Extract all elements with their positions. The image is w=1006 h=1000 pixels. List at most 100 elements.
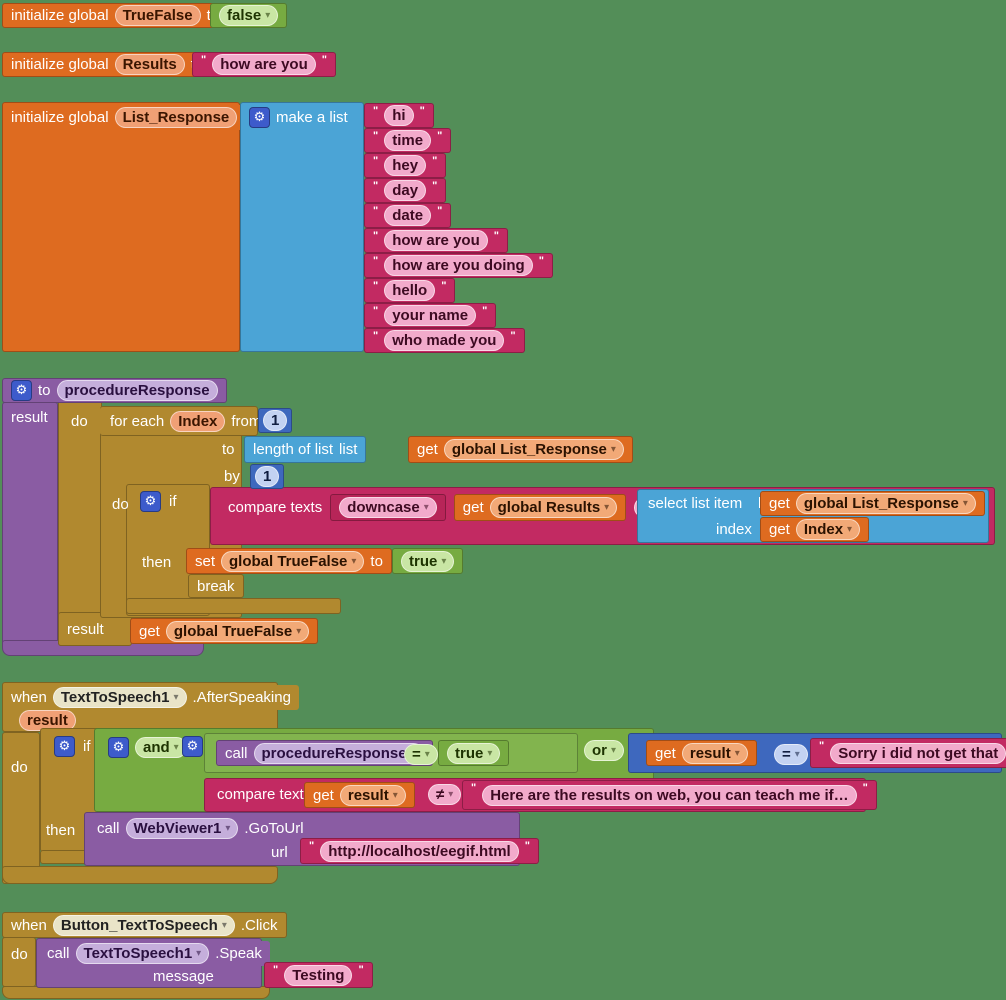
mutator-gear-icon[interactable]: ⚙ — [249, 107, 270, 128]
equals-dropdown[interactable]: =▾ — [404, 744, 438, 765]
compare-texts-row: compare texts downcase ▾ get global Result… — [220, 494, 676, 521]
get-label: get — [417, 441, 438, 458]
true-dropdown[interactable]: true ▾ — [447, 742, 501, 764]
text-field[interactable]: hey — [384, 155, 427, 176]
var-dropdown[interactable]: global List_Response ▾ — [795, 493, 976, 514]
list-item-text-block[interactable]: " date " — [364, 203, 452, 228]
text-field[interactable]: how are you — [212, 54, 316, 75]
mutator-gear-icon[interactable]: ⚙ — [182, 736, 203, 757]
text-field[interactable]: how are you — [384, 230, 488, 251]
logic-true-block[interactable]: true ▾ — [438, 740, 510, 766]
get-result-block[interactable]: get result ▾ — [304, 782, 415, 808]
list-item-text-block[interactable]: " hello " — [364, 278, 456, 303]
from-label: from — [231, 413, 262, 430]
number-field[interactable]: 1 — [255, 466, 280, 487]
false-dropdown[interactable]: false ▾ — [219, 5, 279, 26]
list-item-text-block[interactable]: " time " — [364, 128, 452, 153]
var-dropdown[interactable]: Index ▾ — [795, 519, 861, 540]
make-a-list-block[interactable]: ⚙ make a list — [240, 102, 364, 352]
get-global-results-block[interactable]: get global Results ▾ — [453, 494, 627, 521]
downcase-block[interactable]: downcase ▾ — [330, 494, 446, 521]
component-dropdown[interactable]: Button_TextToSpeech ▾ — [52, 914, 235, 936]
do-result-wrapper[interactable]: do — [58, 398, 102, 646]
text-how-are-you-block[interactable]: " how are you " — [192, 52, 336, 77]
var-dropdown[interactable]: result ▾ — [681, 742, 748, 764]
var-name-field[interactable]: List_Response — [114, 107, 238, 128]
list-item-text-block[interactable]: " who made you " — [364, 328, 525, 353]
component-dropdown[interactable]: TextToSpeech1 ▾ — [75, 943, 210, 964]
procedure-body-left[interactable]: result — [2, 402, 58, 646]
logic-true-block[interactable]: true ▾ — [392, 548, 464, 574]
var-dropdown[interactable]: result ▾ — [339, 784, 406, 806]
procedure-define-block[interactable]: ⚙ to procedureResponse — [2, 378, 227, 403]
var-dropdown[interactable]: global Results ▾ — [489, 497, 618, 518]
var-name-field[interactable]: Results — [114, 54, 185, 75]
text-url-block[interactable]: " http://localhost/eegif.html " — [300, 838, 539, 864]
init-global-list-response-block[interactable]: initialize global List_Response to — [2, 102, 264, 352]
list-item-text-block[interactable]: " hi " — [364, 103, 434, 128]
not-equals-dropdown[interactable]: ≠ ▾ — [428, 784, 462, 805]
text-field[interactable]: your name — [384, 305, 477, 326]
list-item-text-block[interactable]: " how are you doing " — [364, 253, 553, 278]
call-procedure-block[interactable]: call procedureResponse▾ — [216, 740, 433, 766]
set-global-truefalse-block[interactable]: set global TrueFalse ▾ to — [186, 548, 392, 574]
and-dropdown[interactable]: and ▾ — [135, 737, 187, 758]
init-global-truefalse-block[interactable]: initialize global TrueFalse to — [2, 3, 229, 28]
or-dropdown[interactable]: or ▾ — [584, 740, 625, 761]
list-item-text-block[interactable]: " day " — [364, 178, 447, 203]
close-quote-icon: " — [510, 330, 516, 342]
number-field[interactable]: 1 — [263, 410, 288, 431]
get-global-list-response-block[interactable]: get global List_Response ▾ — [760, 491, 985, 516]
text-field[interactable]: who made you — [384, 330, 505, 351]
mutator-gear-icon[interactable]: ⚙ — [11, 380, 32, 401]
text-field[interactable]: Testing — [284, 964, 353, 986]
text-field[interactable]: day — [384, 180, 427, 201]
get-global-list-response-block[interactable]: get global List_Response ▾ — [408, 436, 633, 463]
component-dropdown[interactable]: TextToSpeech1 ▾ — [52, 687, 187, 708]
text-field[interactable]: time — [384, 130, 432, 151]
get-result-block[interactable]: get result ▾ — [646, 740, 757, 766]
break-block[interactable]: break — [188, 574, 244, 598]
number-block[interactable]: 1 — [250, 464, 285, 489]
list-item-text-block[interactable]: " how are you " — [364, 228, 508, 253]
text-testing-block[interactable]: " Testing " — [264, 962, 373, 988]
length-of-list-block[interactable]: length of list list — [244, 436, 367, 463]
get-index-block[interactable]: get Index ▾ — [760, 517, 870, 542]
var-dropdown[interactable]: global List_Response ▾ — [443, 439, 624, 460]
text-teach-block[interactable]: " Here are the results on web, you can t… — [462, 780, 877, 810]
mutator-gear-icon[interactable]: ⚙ — [54, 736, 75, 757]
mutator-gear-icon[interactable]: ⚙ — [108, 737, 129, 758]
list-item-text-block[interactable]: " your name " — [364, 303, 497, 328]
call-speak-block[interactable]: call TextToSpeech1 ▾ .Speak message — [36, 938, 270, 988]
text-field[interactable]: hello — [384, 280, 436, 301]
text-field[interactable]: how are you doing — [384, 255, 533, 276]
text-sorry-block[interactable]: " Sorry i did not get that " — [810, 738, 1006, 768]
true-dropdown[interactable]: true ▾ — [401, 550, 455, 572]
procedure-name-field[interactable]: procedureResponse — [56, 380, 218, 401]
list-socket-label: list — [339, 441, 358, 458]
procedure-dropdown[interactable]: procedureResponse▾ — [253, 742, 424, 764]
when-click-block[interactable]: when Button_TextToSpeech ▾ .Click — [2, 912, 287, 938]
event-param-pill[interactable]: result — [19, 710, 76, 731]
downcase-dropdown[interactable]: downcase ▾ — [339, 497, 437, 518]
loop-var-field[interactable]: Index — [170, 411, 226, 432]
init-global-results-block[interactable]: initialize global Results to — [2, 52, 213, 77]
when-afterspeaking-block[interactable]: when TextToSpeech1 ▾ .AfterSpeaking resul… — [2, 682, 299, 732]
var-name-field[interactable]: TrueFalse — [114, 5, 201, 26]
text-field[interactable]: hi — [384, 105, 414, 126]
text-field[interactable]: Here are the results on web, you can tea… — [482, 784, 857, 806]
text-field[interactable]: Sorry i did not get that — [830, 742, 1006, 764]
var-dropdown[interactable]: global TrueFalse ▾ — [165, 620, 310, 642]
var-dropdown[interactable]: global TrueFalse ▾ — [221, 550, 365, 572]
number-block[interactable]: 1 — [258, 408, 293, 433]
mutator-gear-icon[interactable]: ⚙ — [140, 491, 161, 512]
for-each-label: for each — [110, 413, 165, 430]
component-dropdown[interactable]: WebViewer1 ▾ — [125, 818, 239, 839]
equals-dropdown[interactable]: =▾ — [774, 744, 808, 765]
list-item-text-block[interactable]: " hey " — [364, 153, 447, 178]
logic-false-block[interactable]: false ▾ — [210, 3, 288, 28]
text-field[interactable]: date — [384, 205, 432, 226]
text-field[interactable]: http://localhost/eegif.html — [320, 840, 519, 862]
get-global-truefalse-block[interactable]: get global TrueFalse ▾ — [130, 618, 319, 644]
method-name-label: .Speak — [215, 945, 262, 962]
